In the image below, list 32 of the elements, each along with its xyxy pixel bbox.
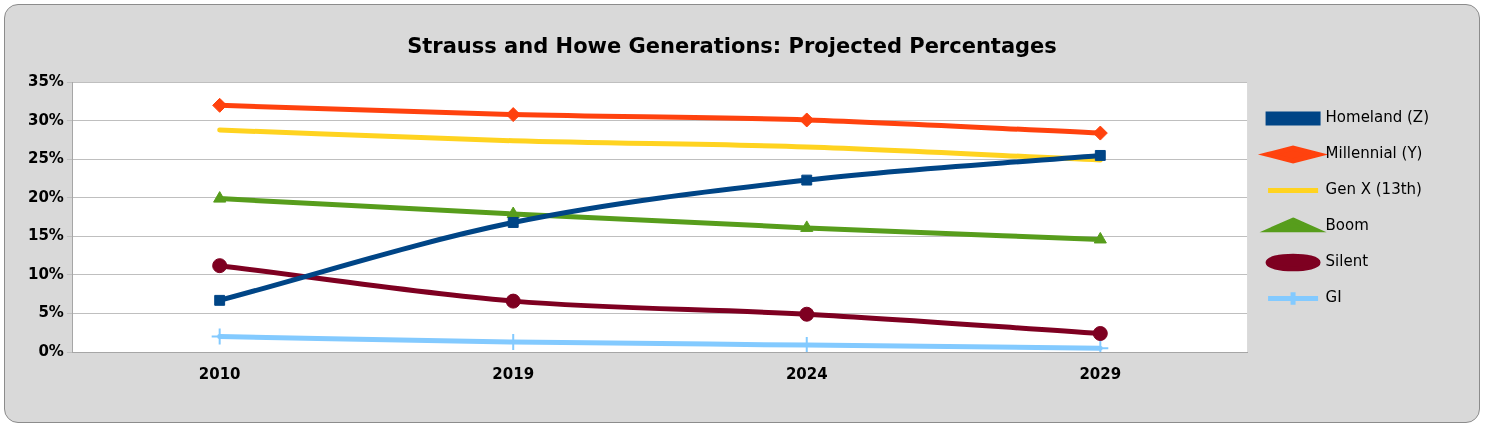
- chart-title: Strauss and Howe Generations: Projected Percentages: [407, 34, 1057, 59]
- point: [1093, 231, 1107, 244]
- legend-label: GI: [1325, 288, 1342, 307]
- x-tick-label: 2010: [198, 364, 241, 383]
- x-tick-label: 2029: [1079, 364, 1122, 383]
- point: [212, 258, 228, 274]
- legend-label: Gen X (13th): [1325, 180, 1422, 199]
- legend-label: Boom: [1325, 216, 1369, 235]
- point: [800, 220, 814, 232]
- point: [214, 294, 226, 306]
- y-tick-label: 15%: [28, 226, 64, 245]
- point: [1094, 149, 1106, 161]
- legend-label: Homeland (Z): [1325, 108, 1429, 127]
- y-tick-label: 20%: [28, 187, 64, 206]
- legend-label: Silent: [1325, 252, 1369, 271]
- point: [505, 107, 521, 123]
- point: [505, 293, 521, 309]
- point: [506, 206, 520, 219]
- y-tick-label: 25%: [28, 149, 64, 168]
- point: [801, 174, 813, 186]
- y-tick-label: 35%: [28, 72, 64, 91]
- point: [507, 217, 519, 228]
- x-tick-label: 2019: [492, 364, 535, 383]
- y-tick-label: 10%: [28, 264, 64, 283]
- point: [213, 191, 227, 203]
- point: [799, 306, 815, 322]
- legend-label: Millennial (Y): [1325, 144, 1423, 163]
- y-tick-label: 0%: [38, 341, 64, 360]
- y-tick-label: 30%: [28, 110, 64, 129]
- x-tick-label: 2024: [785, 364, 828, 383]
- point: [1092, 326, 1108, 341]
- y-tick-label: 5%: [38, 303, 64, 322]
